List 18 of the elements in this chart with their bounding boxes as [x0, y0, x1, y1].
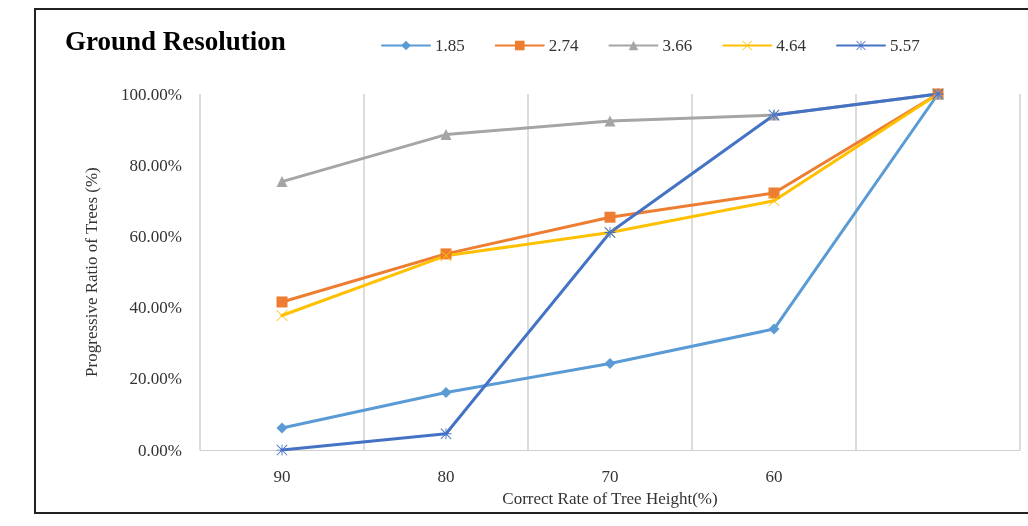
x-axis-title: Correct Rate of Tree Height(%) [502, 489, 718, 508]
y-tick-label: 80.00% [129, 155, 182, 175]
y-tick-label: 20.00% [129, 369, 182, 389]
y-tick-label: 40.00% [129, 298, 182, 318]
legend-label: 1.85 [435, 36, 465, 55]
y-tick-label: 100.00% [121, 84, 182, 104]
legend-label: 2.74 [548, 36, 579, 55]
legend-label: 3.66 [662, 36, 693, 55]
y-tick-label: 60.00% [129, 226, 182, 246]
legend-label: 4.64 [776, 36, 807, 55]
x-tick-label: 80 [437, 467, 455, 487]
y-axis-title: Progressive Ratio of Trees (%) [82, 167, 101, 377]
x-tick-label: 60 [765, 467, 783, 487]
x-tick-label: 70 [601, 467, 619, 487]
legend-label: 5.57 [890, 36, 921, 55]
y-tick-label: 0.00% [138, 440, 182, 460]
chart-title: Ground Resolution [65, 25, 286, 56]
x-tick-label: 90 [273, 467, 291, 487]
